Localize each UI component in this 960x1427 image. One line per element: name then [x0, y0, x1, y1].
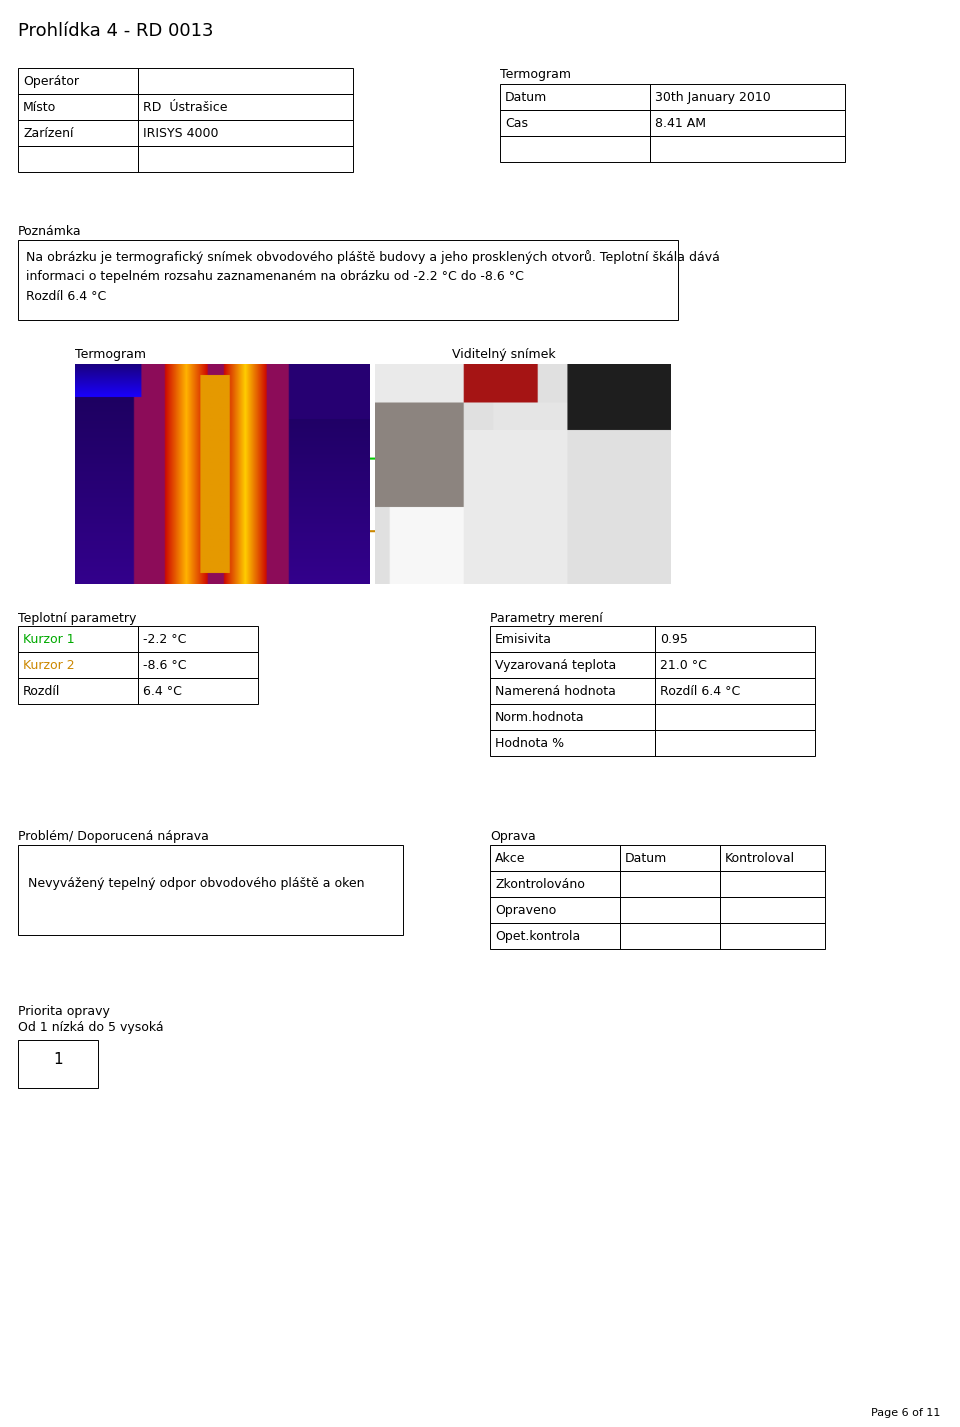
Text: Akce: Akce	[495, 852, 525, 865]
Bar	[18, 120, 138, 146]
Text: Viditelný snímek: Viditelný snímek	[452, 348, 556, 361]
Bar	[650, 110, 845, 136]
Text: Problém/ Doporucená náprava: Problém/ Doporucená náprava	[18, 831, 209, 843]
Text: Datum: Datum	[625, 852, 667, 865]
Text: Kontroloval: Kontroloval	[725, 852, 795, 865]
Bar	[490, 870, 620, 898]
Text: IRISYS 4000: IRISYS 4000	[143, 127, 219, 140]
Bar	[655, 704, 815, 731]
Bar	[655, 731, 815, 756]
Text: Priorita opravy: Priorita opravy	[18, 1005, 109, 1017]
Bar	[490, 652, 655, 678]
Bar	[138, 678, 258, 704]
Bar	[18, 68, 138, 94]
Text: RD  Ústrašice: RD Ústrašice	[143, 101, 228, 114]
Bar	[620, 845, 720, 870]
Bar	[655, 678, 815, 704]
Text: Termogram: Termogram	[500, 68, 571, 81]
Text: Rozdíl 6.4 °C: Rozdíl 6.4 °C	[26, 290, 107, 303]
Text: Norm.hodnota: Norm.hodnota	[495, 711, 585, 723]
Text: Parametry merení: Parametry merení	[490, 612, 603, 625]
Text: Prohlídka 4 - RD 0013: Prohlídka 4 - RD 0013	[18, 21, 213, 40]
Text: Poznámka: Poznámka	[18, 225, 82, 238]
Text: Opet.kontrola: Opet.kontrola	[495, 930, 580, 943]
Bar	[18, 678, 138, 704]
Bar	[720, 870, 825, 898]
Text: 21.0 °C: 21.0 °C	[660, 659, 707, 672]
Text: Teplotní parametry: Teplotní parametry	[18, 612, 136, 625]
Bar	[720, 923, 825, 949]
Bar	[490, 731, 655, 756]
Bar	[620, 898, 720, 923]
Text: Od 1 nízká do 5 vysoká: Od 1 nízká do 5 vysoká	[18, 1020, 163, 1035]
Bar	[500, 110, 650, 136]
Text: -8.6 °C: -8.6 °C	[143, 659, 186, 672]
Bar	[138, 120, 353, 146]
Text: Oprava: Oprava	[490, 831, 536, 843]
Text: Datum: Datum	[505, 91, 547, 104]
Bar	[18, 652, 138, 678]
Bar	[18, 1040, 98, 1087]
Bar	[490, 898, 620, 923]
Bar	[490, 923, 620, 949]
Text: 30th January 2010: 30th January 2010	[655, 91, 771, 104]
Text: Emisivita: Emisivita	[495, 634, 552, 646]
Text: Rozdíl: Rozdíl	[23, 685, 60, 698]
Text: Na obrázku je termografický snímek obvodového pláště budovy a jeho prosklených o: Na obrázku je termografický snímek obvod…	[26, 250, 720, 264]
Text: Opraveno: Opraveno	[495, 903, 556, 918]
Text: Kurzor 2: Kurzor 2	[23, 659, 75, 672]
Bar	[490, 704, 655, 731]
Text: Kurzor 1: Kurzor 1	[23, 634, 75, 646]
Bar	[650, 84, 845, 110]
Bar	[490, 626, 655, 652]
Text: informaci o tepelném rozsahu zaznamenaném na obrázku od -2.2 °C do -8.6 °C: informaci o tepelném rozsahu zaznamenané…	[26, 270, 524, 283]
Text: -2.2 °C: -2.2 °C	[143, 634, 186, 646]
Text: 1: 1	[53, 1052, 62, 1067]
Bar	[500, 136, 650, 163]
Text: 0.95: 0.95	[660, 634, 688, 646]
Bar	[620, 870, 720, 898]
Bar	[655, 652, 815, 678]
Bar	[138, 626, 258, 652]
Bar	[720, 845, 825, 870]
Text: Operátor: Operátor	[23, 76, 79, 88]
Bar	[138, 652, 258, 678]
Bar	[490, 678, 655, 704]
Bar	[620, 923, 720, 949]
Bar	[18, 94, 138, 120]
Bar	[650, 136, 845, 163]
Bar	[655, 626, 815, 652]
Bar	[490, 845, 620, 870]
Text: Nevyvážený tepelný odpor obvodového pláště a oken: Nevyvážený tepelný odpor obvodového pláš…	[28, 878, 365, 890]
Text: Hodnota %: Hodnota %	[495, 736, 564, 751]
Bar	[138, 146, 353, 173]
Bar	[18, 240, 678, 320]
Text: Rozdíl 6.4 °C: Rozdíl 6.4 °C	[660, 685, 740, 698]
Bar	[138, 94, 353, 120]
Text: Vyzarovaná teplota: Vyzarovaná teplota	[495, 659, 616, 672]
Text: Namerená hodnota: Namerená hodnota	[495, 685, 616, 698]
Bar	[18, 146, 138, 173]
Text: Zarízení: Zarízení	[23, 127, 74, 140]
Text: Page 6 of 11: Page 6 of 11	[871, 1408, 940, 1418]
Bar	[720, 898, 825, 923]
Bar	[500, 84, 650, 110]
Text: 6.4 °C: 6.4 °C	[143, 685, 181, 698]
Text: Cas: Cas	[505, 117, 528, 130]
Bar	[138, 68, 353, 94]
Text: 8.41 AM: 8.41 AM	[655, 117, 706, 130]
Bar	[18, 626, 138, 652]
Bar	[18, 845, 403, 935]
Text: Termogram: Termogram	[75, 348, 146, 361]
Text: Zkontrolováno: Zkontrolováno	[495, 878, 585, 890]
Text: Místo: Místo	[23, 101, 57, 114]
